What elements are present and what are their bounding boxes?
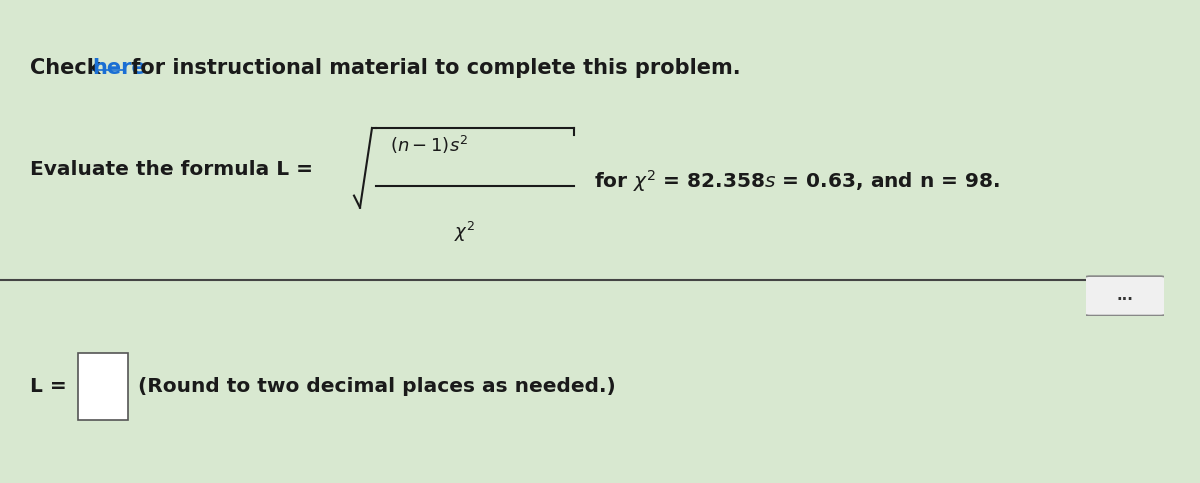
- Text: (Round to two decimal places as needed.): (Round to two decimal places as needed.): [138, 377, 616, 396]
- Text: L =: L =: [30, 377, 73, 396]
- Text: for instructional material to complete this problem.: for instructional material to complete t…: [124, 58, 740, 78]
- Text: for $\chi^2$ = 82.358$s$ = 0.63, and n = 98.: for $\chi^2$ = 82.358$s$ = 0.63, and n =…: [594, 168, 1000, 194]
- FancyBboxPatch shape: [78, 353, 128, 420]
- FancyBboxPatch shape: [1084, 276, 1166, 315]
- Text: ...: ...: [1116, 288, 1134, 303]
- Text: Evaluate the formula L =: Evaluate the formula L =: [30, 159, 320, 179]
- Text: $(n-1)s^2$: $(n-1)s^2$: [390, 134, 468, 156]
- Text: $\chi^2$: $\chi^2$: [454, 220, 475, 244]
- Text: Check: Check: [30, 58, 108, 78]
- Text: here: here: [92, 58, 146, 78]
